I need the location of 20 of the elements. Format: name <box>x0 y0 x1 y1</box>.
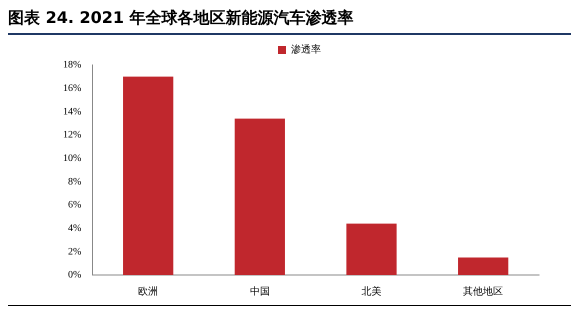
y-tick-label: 4% <box>68 222 82 234</box>
bar <box>123 76 174 275</box>
y-tick-label: 14% <box>62 106 82 118</box>
x-tick-label: 北美 <box>362 286 382 298</box>
x-tick-label: 其他地区 <box>463 286 504 298</box>
y-tick-label: 6% <box>68 200 82 211</box>
bar <box>346 224 397 275</box>
y-tick-label: 0% <box>68 270 82 281</box>
x-tick-label: 欧洲 <box>138 286 158 298</box>
y-tick-label: 12% <box>62 130 82 141</box>
y-tick-label: 10% <box>62 152 82 164</box>
y-tick-label: 2% <box>68 246 82 258</box>
y-tick-label: 18% <box>62 60 82 71</box>
legend-label: 渗透率 <box>291 44 321 56</box>
y-tick-label: 8% <box>68 176 82 188</box>
chart-title: 图表 24. 2021 年全球各地区新能源汽车渗透率 <box>8 8 571 35</box>
y-tick-label: 16% <box>62 82 82 94</box>
x-tick-label: 中国 <box>250 286 270 298</box>
bar <box>458 258 508 275</box>
bar <box>234 118 285 275</box>
